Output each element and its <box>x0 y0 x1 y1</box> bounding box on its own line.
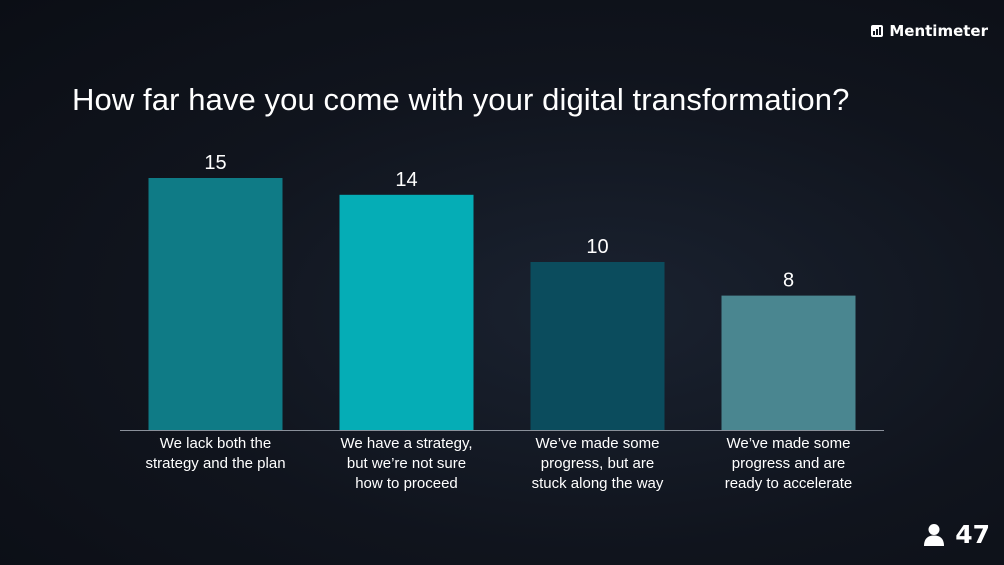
chart-title: How far have you come with your digital … <box>72 82 850 117</box>
bar-4 <box>721 295 856 430</box>
bar-1 <box>148 178 283 430</box>
category-label-3: We’ve made some progress, but are stuck al… <box>532 435 664 492</box>
participant-count-value: 47 <box>955 520 990 549</box>
person-icon <box>924 523 945 546</box>
brand-name: Mentimeter <box>889 22 988 40</box>
category-label-1: We lack both the strategy and the plan <box>145 435 285 472</box>
mentimeter-logo: Mentimeter <box>871 22 988 40</box>
category-label-2: We have a strategy, but we’re not sure how… <box>340 435 472 492</box>
data-label-4: 8 <box>783 270 794 292</box>
data-label-2: 14 <box>395 169 417 191</box>
data-label-3: 10 <box>586 236 608 258</box>
category-label-4: We’ve made some progress and are ready to … <box>725 435 853 492</box>
mentimeter-logo-icon <box>871 25 884 37</box>
bar-2 <box>339 194 474 430</box>
participant-count: 47 <box>923 520 990 549</box>
data-label-1: 15 <box>204 152 226 174</box>
bar-3 <box>530 262 665 430</box>
